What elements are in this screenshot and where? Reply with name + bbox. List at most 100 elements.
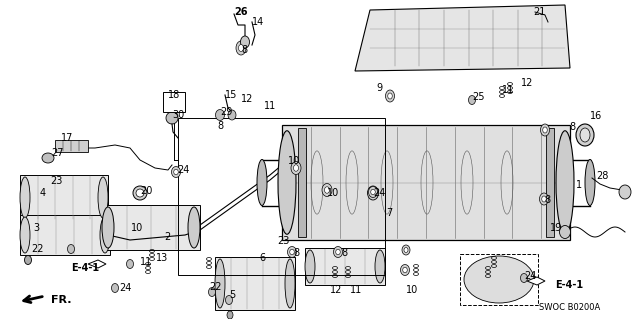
Text: 24: 24: [373, 188, 385, 198]
Text: 21: 21: [533, 7, 545, 17]
Polygon shape: [527, 277, 545, 285]
Text: 10: 10: [327, 188, 339, 198]
Bar: [102, 205, 200, 250]
Ellipse shape: [136, 189, 144, 197]
Ellipse shape: [127, 259, 134, 269]
Text: 24: 24: [177, 165, 189, 175]
Ellipse shape: [290, 249, 294, 255]
Ellipse shape: [305, 250, 315, 283]
Ellipse shape: [228, 110, 236, 120]
Ellipse shape: [172, 167, 180, 177]
Ellipse shape: [188, 207, 200, 248]
Ellipse shape: [619, 185, 631, 199]
Ellipse shape: [166, 112, 178, 124]
Ellipse shape: [257, 160, 267, 205]
Bar: [546, 128, 554, 237]
Text: 8: 8: [569, 122, 575, 132]
Text: 15: 15: [225, 90, 237, 100]
Ellipse shape: [294, 165, 298, 171]
Ellipse shape: [133, 186, 147, 200]
Text: E-4-1: E-4-1: [555, 280, 583, 290]
Text: 3: 3: [33, 223, 39, 233]
Text: 14: 14: [252, 17, 264, 27]
Text: 23: 23: [50, 176, 62, 186]
Text: 19: 19: [550, 223, 563, 233]
Bar: [55, 140, 88, 152]
Bar: [20, 215, 110, 255]
Ellipse shape: [375, 250, 385, 283]
Ellipse shape: [100, 217, 110, 253]
Ellipse shape: [285, 259, 295, 308]
Ellipse shape: [322, 183, 332, 197]
Ellipse shape: [24, 256, 31, 264]
Text: 24: 24: [524, 271, 536, 281]
Ellipse shape: [402, 245, 410, 255]
Text: 12: 12: [330, 285, 342, 295]
Ellipse shape: [403, 267, 407, 273]
Bar: [163, 92, 185, 112]
Text: 12: 12: [521, 78, 533, 88]
Text: FR.: FR.: [51, 295, 72, 305]
Text: 11: 11: [140, 257, 152, 267]
Text: 25: 25: [472, 92, 484, 102]
Ellipse shape: [367, 186, 378, 200]
Text: 22: 22: [209, 282, 221, 292]
Ellipse shape: [216, 109, 225, 121]
Ellipse shape: [371, 189, 375, 195]
Bar: [460, 254, 538, 305]
Ellipse shape: [404, 248, 408, 253]
Text: 13: 13: [156, 253, 168, 263]
Text: 23: 23: [277, 236, 289, 246]
Text: 24: 24: [119, 283, 131, 293]
Ellipse shape: [102, 207, 114, 248]
Bar: [215, 257, 295, 310]
Ellipse shape: [227, 311, 233, 319]
Ellipse shape: [576, 124, 594, 146]
Text: 11: 11: [350, 285, 362, 295]
Ellipse shape: [209, 287, 216, 296]
Text: 28: 28: [596, 171, 609, 181]
Text: 6: 6: [259, 253, 265, 263]
Ellipse shape: [385, 90, 394, 102]
Ellipse shape: [225, 295, 232, 305]
Ellipse shape: [111, 284, 118, 293]
Ellipse shape: [540, 193, 548, 205]
Ellipse shape: [585, 160, 595, 205]
Text: 8: 8: [241, 45, 247, 55]
Ellipse shape: [42, 153, 54, 163]
Text: 8: 8: [341, 248, 347, 258]
Text: 4: 4: [40, 188, 46, 198]
Bar: [298, 128, 306, 237]
Text: 22: 22: [31, 244, 44, 254]
Bar: [305, 248, 385, 285]
Text: 10: 10: [131, 223, 143, 233]
Ellipse shape: [98, 177, 108, 218]
Ellipse shape: [215, 259, 225, 308]
Bar: [20, 175, 108, 220]
Text: 20: 20: [140, 186, 152, 196]
Ellipse shape: [20, 217, 30, 253]
Ellipse shape: [333, 247, 342, 257]
Polygon shape: [355, 5, 570, 71]
Text: 11: 11: [264, 101, 276, 111]
Ellipse shape: [541, 124, 550, 136]
Ellipse shape: [468, 95, 476, 105]
Text: 27: 27: [51, 148, 63, 158]
Ellipse shape: [543, 127, 547, 133]
Ellipse shape: [464, 256, 534, 303]
Ellipse shape: [580, 128, 590, 142]
Text: 26: 26: [234, 7, 248, 17]
Ellipse shape: [401, 264, 410, 276]
Text: 29: 29: [220, 107, 232, 117]
Text: 2: 2: [164, 232, 170, 242]
Ellipse shape: [541, 196, 547, 202]
Bar: [178, 118, 385, 275]
Ellipse shape: [67, 244, 74, 254]
Text: 8: 8: [544, 195, 550, 205]
Text: 10: 10: [288, 156, 300, 166]
Text: 12: 12: [241, 94, 253, 104]
Ellipse shape: [291, 161, 301, 174]
Text: 18: 18: [168, 90, 180, 100]
Text: 1: 1: [576, 180, 582, 190]
Ellipse shape: [388, 93, 392, 99]
